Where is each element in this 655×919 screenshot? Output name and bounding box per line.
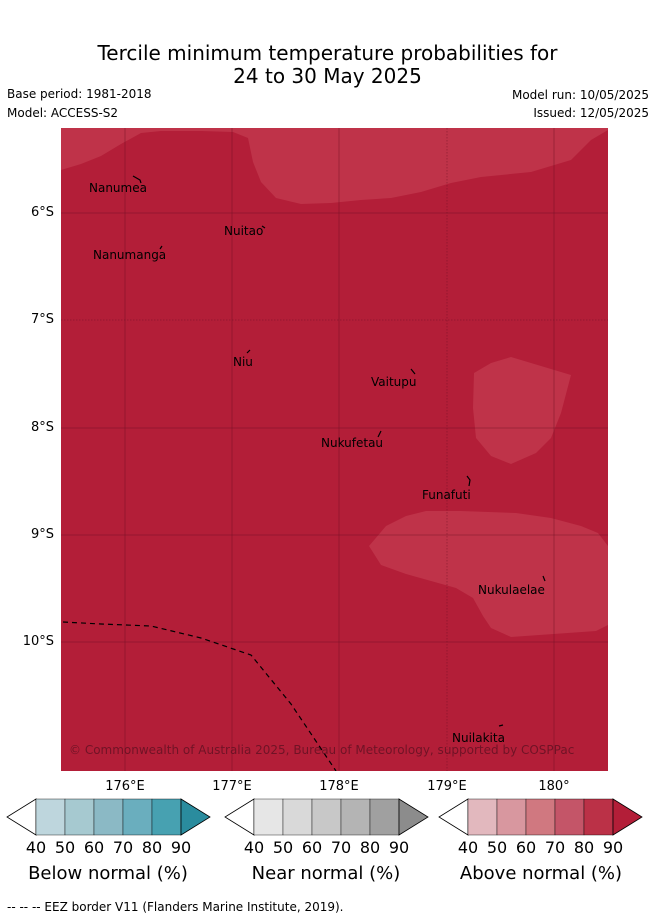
eez-border <box>62 621 337 771</box>
model-run: Model run: 10/05/2025 <box>511 88 649 102</box>
lon-label-177e: 177°E <box>212 779 252 794</box>
island-label-vaitupu: Vaitupu <box>371 375 417 389</box>
island-shape-nuilakita <box>498 724 504 727</box>
island-shape-nuitao <box>261 225 266 229</box>
eez-footnote: -- -- -- EEZ border V11 (Flanders Marine… <box>7 900 344 914</box>
island-shape-funafuti <box>466 475 471 487</box>
map-title-line1: Tercile minimum temperature probabilitie… <box>97 41 558 65</box>
cbar-above-bin-60-70 <box>525 798 556 836</box>
island-shape-nanumanga <box>159 245 163 250</box>
cbar-above-bin-40-50 <box>467 798 498 836</box>
map-canvas <box>61 128 608 771</box>
cbar-below-bin-60-70 <box>93 798 124 836</box>
island-label-nuitao: Nuitao <box>224 224 264 238</box>
island-shape-nukufetau <box>377 430 382 438</box>
lon-label-176e: 176°E <box>105 779 145 794</box>
cbar-below-lower-extend <box>6 798 37 836</box>
cbar-near-lower-extend <box>224 798 255 836</box>
cbar-above-title: Above normal (%) <box>459 863 623 884</box>
island-label-funafuti: Funafuti <box>422 488 471 502</box>
island-shape-vaitupu <box>410 368 416 375</box>
cbar-above-tick-50: 50 <box>486 838 508 857</box>
colorbar-strip <box>6 798 643 836</box>
lat-label-7s: 7°S <box>30 312 54 327</box>
cbar-above-upper-extend <box>612 798 643 836</box>
cbar-below-bin-50-60 <box>64 798 95 836</box>
light-region-east-blob <box>473 357 571 464</box>
island-label-nuilakita: Nuilakita <box>452 731 505 745</box>
cbar-above-tick-90: 90 <box>602 838 624 857</box>
light-region-southeast <box>369 511 608 637</box>
cbar-below-tick-80: 80 <box>141 838 163 857</box>
cbar-near-bin-60-70 <box>311 798 342 836</box>
cbar-near-upper-extend <box>398 798 429 836</box>
cbar-above-bin-80-90 <box>583 798 614 836</box>
cbar-near-bin-70-80 <box>340 798 371 836</box>
cbar-near-bin-50-60 <box>282 798 313 836</box>
cbar-near-tick-80: 80 <box>359 838 381 857</box>
cbar-near-tick-90: 90 <box>388 838 410 857</box>
cbar-near-tick-60: 60 <box>301 838 323 857</box>
colorbar-near-normal <box>224 798 429 836</box>
cbar-above-tick-60: 60 <box>515 838 537 857</box>
cbar-below-tick-40: 40 <box>25 838 47 857</box>
cbar-above-bin-70-80 <box>554 798 585 836</box>
cbar-near-tick-50: 50 <box>272 838 294 857</box>
base-period: Base period: 1981-2018 <box>7 87 152 101</box>
cbar-above-lower-extend <box>438 798 469 836</box>
copyright-notice: © Commonwealth of Australia 2025, Bureau… <box>69 743 575 757</box>
island-shape-nanumea <box>132 175 142 184</box>
cbar-below-bin-80-90 <box>151 798 182 836</box>
cbar-below-upper-extend <box>180 798 211 836</box>
island-label-nanumea: Nanumea <box>89 181 147 195</box>
island-label-nanumanga: Nanumanga <box>93 248 167 262</box>
cbar-above-bin-50-60 <box>496 798 527 836</box>
lat-label-9s: 9°S <box>30 527 54 542</box>
island-label-nukufetau: Nukufetau <box>321 436 384 450</box>
cbar-below-title: Below normal (%) <box>28 863 188 884</box>
cbar-above-tick-80: 80 <box>573 838 595 857</box>
cbar-near-tick-40: 40 <box>243 838 265 857</box>
island-label-nukulaelae: Nukulaelae <box>478 583 545 597</box>
cbar-below-tick-90: 90 <box>170 838 192 857</box>
lat-label-6s: 6°S <box>30 205 54 220</box>
cbar-near-bin-80-90 <box>369 798 400 836</box>
island-label-niu: Niu <box>233 355 253 369</box>
colorbar-above-normal <box>438 798 643 836</box>
cbar-below-bin-40-50 <box>35 798 66 836</box>
cbar-above-tick-40: 40 <box>457 838 479 857</box>
cbar-near-title: Near normal (%) <box>251 863 401 884</box>
issued-date: Issued: 12/05/2025 <box>533 106 649 120</box>
lon-label-180: 180° <box>538 779 570 794</box>
island-outlines <box>132 175 546 727</box>
colorbar-below-normal <box>6 798 211 836</box>
cbar-above-tick-70: 70 <box>544 838 566 857</box>
model-name: Model: ACCESS-S2 <box>7 106 119 120</box>
light-region-north <box>61 128 608 204</box>
lon-label-178e: 178°E <box>319 779 359 794</box>
map-title-line2: 24 to 30 May 2025 <box>233 64 422 88</box>
lat-label-8s: 8°S <box>30 420 54 435</box>
graticule <box>61 128 608 771</box>
cbar-below-bin-70-80 <box>122 798 153 836</box>
cbar-below-tick-70: 70 <box>112 838 134 857</box>
lat-label-10s: 10°S <box>22 634 54 649</box>
cbar-near-bin-40-50 <box>253 798 284 836</box>
cbar-below-tick-60: 60 <box>83 838 105 857</box>
map-panel <box>61 128 608 771</box>
island-shape-nukulaelae <box>542 575 546 582</box>
cbar-below-tick-50: 50 <box>54 838 76 857</box>
island-shape-niu <box>246 349 251 354</box>
lon-label-179e: 179°E <box>427 779 467 794</box>
cbar-near-tick-70: 70 <box>330 838 352 857</box>
